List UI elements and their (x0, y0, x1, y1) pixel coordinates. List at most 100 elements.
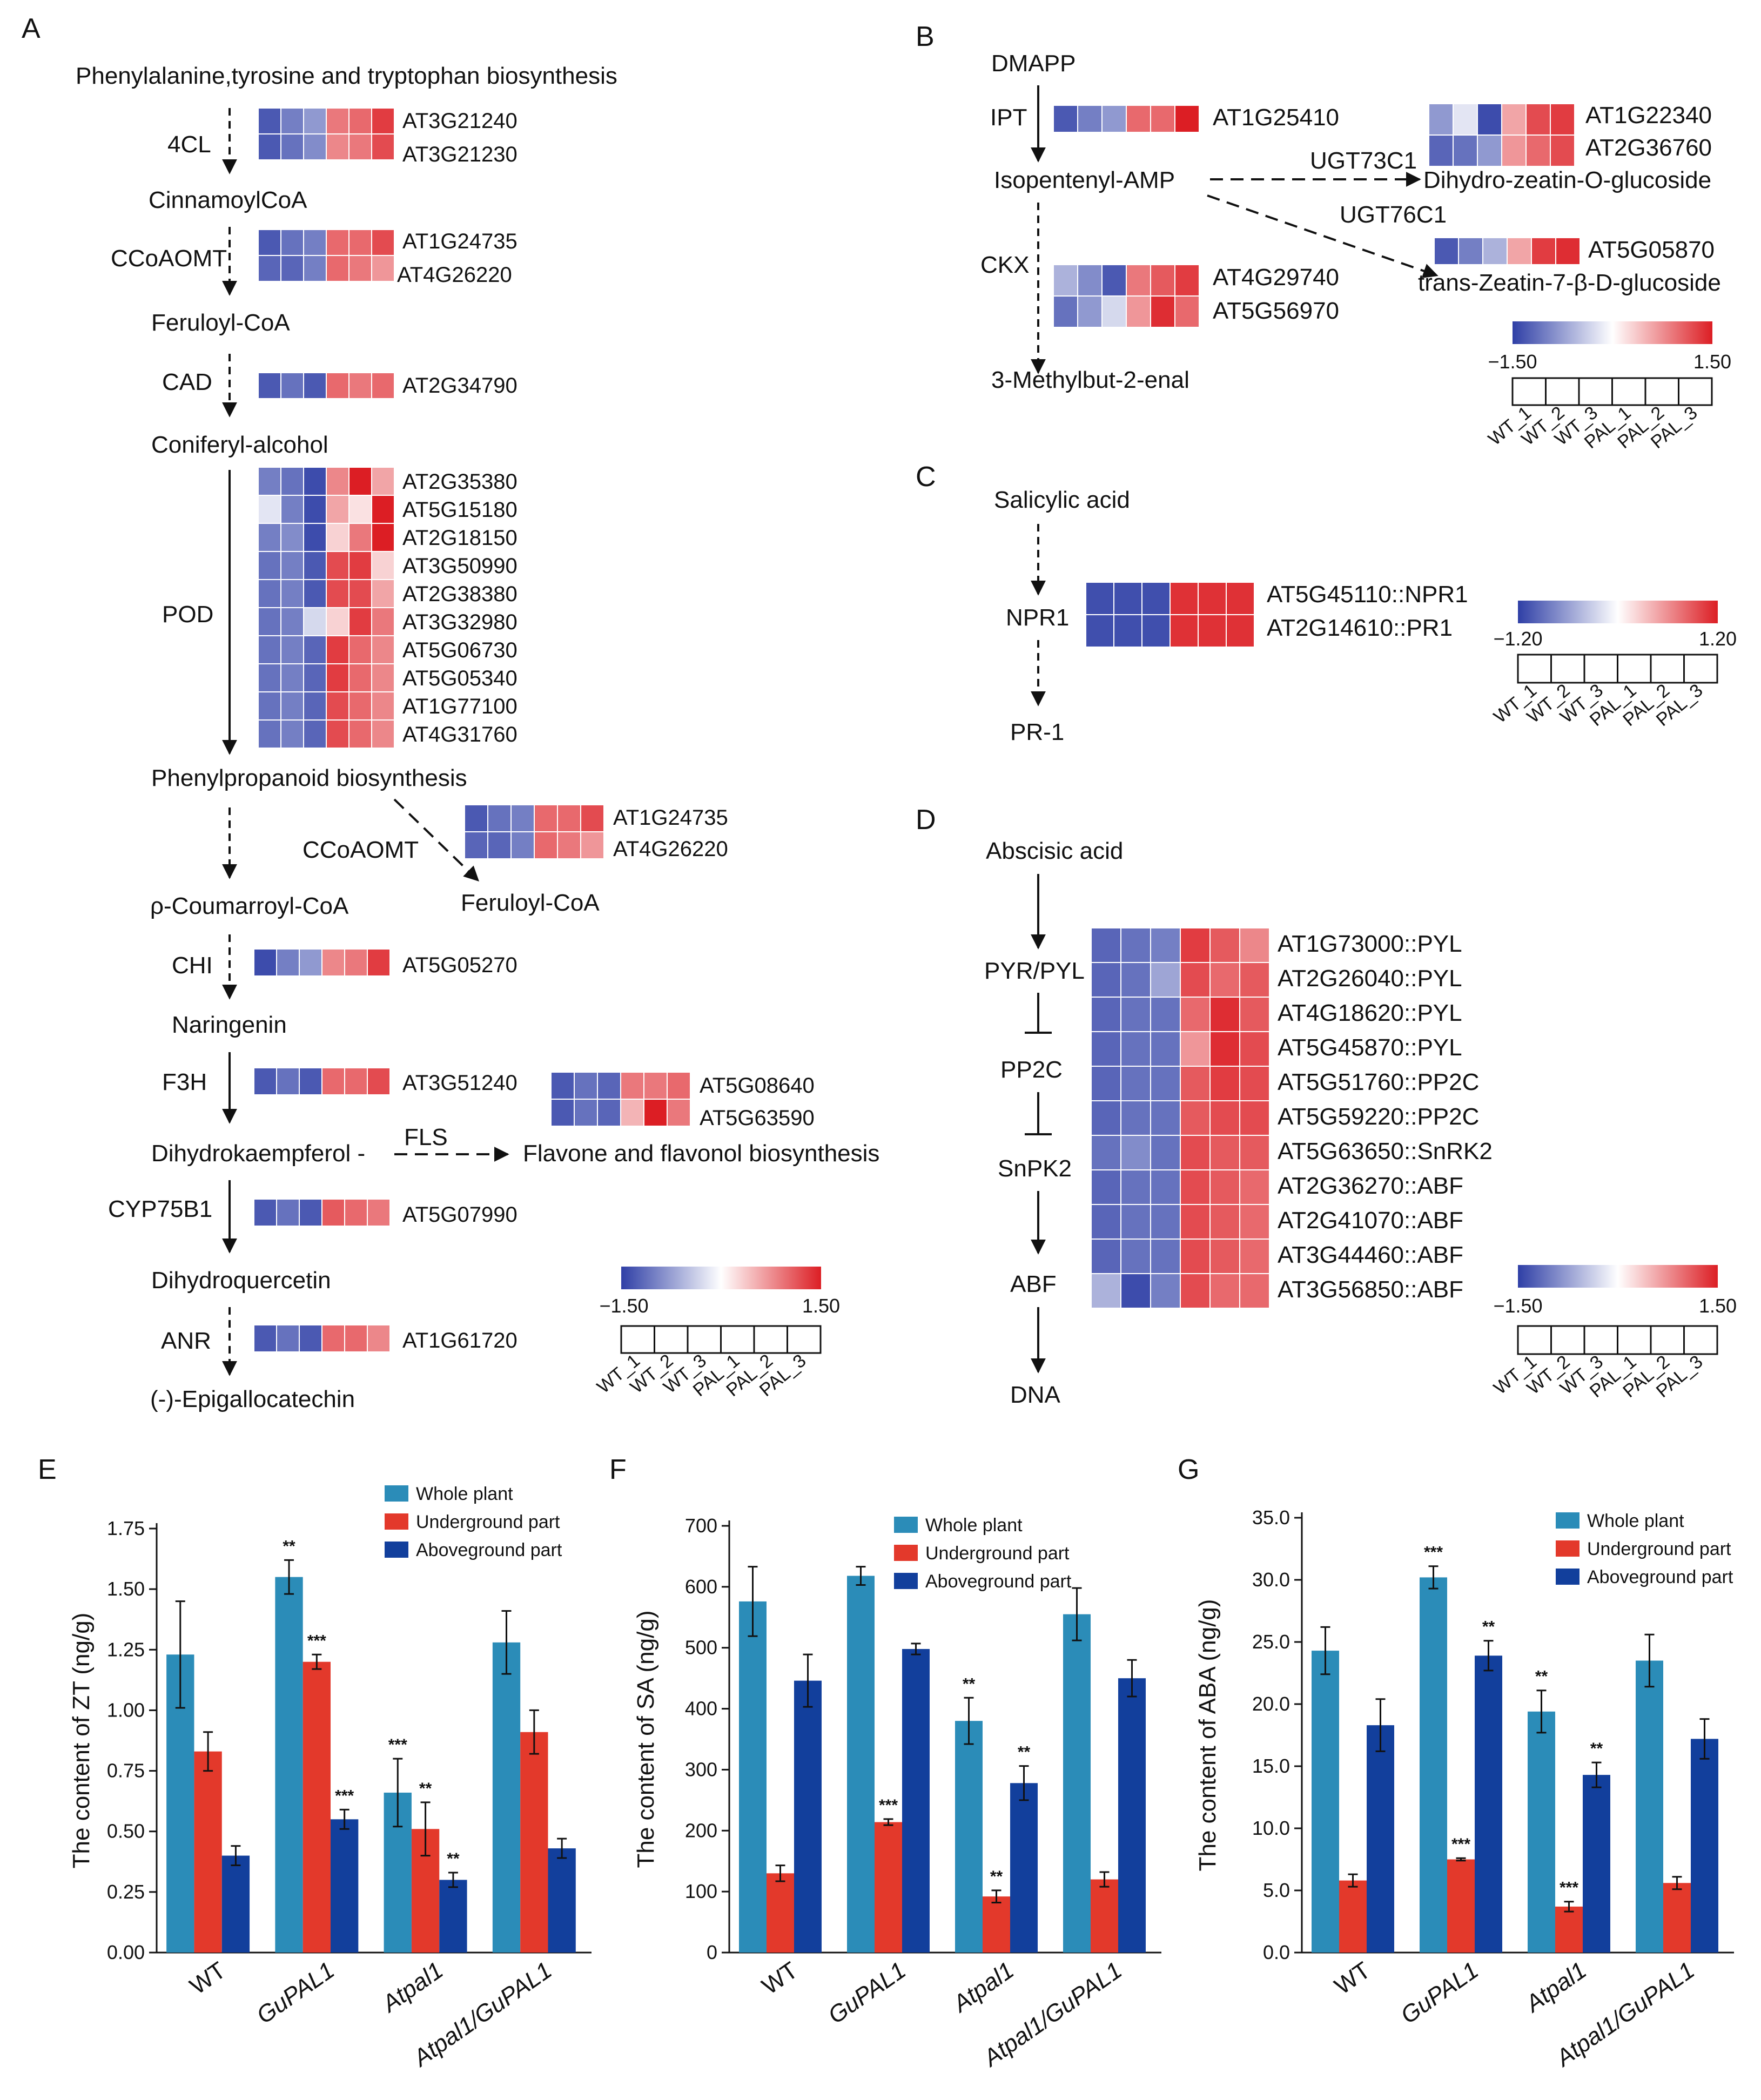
heatmap-cell (371, 495, 395, 524)
heatmap-cell (1209, 997, 1240, 1032)
heatmap-cell (1501, 134, 1527, 167)
heatmap-cell (1091, 1031, 1121, 1067)
heatmap-cell (1085, 582, 1114, 615)
heatmap-ccoaomt (258, 229, 395, 282)
heatmap-cell (258, 691, 281, 721)
bar (983, 1896, 1010, 1953)
sample-box (1683, 654, 1718, 684)
chart-g: G 0.0 5.0 10.0 15.0 20.0 25.0 30.0 35.0 The conte… (1178, 1454, 1734, 2072)
heatmap-cell (348, 579, 372, 608)
enzyme-4cl: 4CL (167, 131, 211, 158)
heatmap-cell (1453, 103, 1478, 136)
gene-label: AT1G25410 (1213, 104, 1339, 131)
heatmap-cell (258, 635, 281, 664)
heatmap-cell (1180, 927, 1211, 963)
legend-swatch (385, 1542, 408, 1558)
heatmap-cell (557, 831, 581, 859)
heatmap-cell (326, 551, 349, 580)
heatmap-cell (258, 372, 281, 399)
sample-box (1583, 1325, 1618, 1355)
legend-label: Aboveground part (416, 1540, 562, 1560)
x-tick-label: Atpal1 (376, 1957, 448, 2018)
heatmap-cell (1101, 295, 1127, 328)
sample-box (1617, 1325, 1652, 1355)
heatmap-cell (276, 1199, 300, 1227)
gene-label: AT2G36270::ABF (1278, 1173, 1463, 1199)
panel-label: G (1178, 1454, 1199, 1485)
heatmap-cell (371, 663, 395, 692)
node-pp2c: PP2C (1000, 1056, 1063, 1083)
heatmap-cell (464, 804, 488, 832)
heatmap-ipt (1053, 105, 1200, 133)
heatmap-cell (1180, 1135, 1211, 1170)
enzyme-ugt73c1: UGT73C1 (1310, 147, 1417, 174)
significance-mark: ** (1590, 1740, 1603, 1758)
colorbar-max: 1.50 (1693, 351, 1731, 373)
enzyme-f3h: F3H (162, 1069, 207, 1095)
panel-d-label: D (916, 804, 936, 836)
enzyme-chi: CHI (172, 952, 213, 979)
chart-f: F 0 100 200 300 400 500 600 700 The content of SA… (609, 1454, 1161, 2072)
heatmap-cell (280, 663, 304, 692)
heatmap-cell (1209, 1204, 1240, 1240)
heatmap-ugt73c1 (1428, 103, 1575, 167)
heatmap-cell (303, 579, 327, 608)
sample-box (787, 1325, 822, 1354)
bar (439, 1880, 467, 1953)
heatmap-cell (258, 255, 281, 282)
legend-swatch (1556, 1540, 1579, 1557)
heatmap-cell (303, 551, 327, 580)
heatmap-cell (344, 1324, 368, 1352)
node-abf: ABF (1010, 1271, 1057, 1297)
heatmap-cell (371, 523, 395, 552)
colorbar-min: −1.20 (1493, 628, 1542, 650)
heatmap-cell (1141, 614, 1171, 648)
gene-label: AT4G29740 (1213, 264, 1339, 291)
heatmap-cell (371, 691, 395, 721)
bar (902, 1648, 930, 1953)
gene-label: AT1G24735 (613, 806, 728, 830)
heatmap-cell (321, 948, 345, 977)
heatmap-cell (1091, 1273, 1121, 1309)
heatmap-cell (1477, 103, 1502, 136)
gene-label: AT2G38380 (402, 582, 517, 606)
bar (847, 1576, 875, 1953)
x-tick-label: WT (1330, 1957, 1375, 2000)
node-snpk2: SnPK2 (998, 1155, 1072, 1182)
sample-box (1678, 377, 1713, 406)
legend-label: Underground part (925, 1543, 1070, 1564)
gene-label: AT5G15180 (402, 498, 517, 522)
heatmap-cell (326, 579, 349, 608)
bar (194, 1751, 222, 1953)
heatmap-cell (1091, 997, 1121, 1032)
heatmap-cell (1555, 237, 1581, 265)
heatmap-cell (1150, 962, 1181, 998)
colorbar (621, 1267, 821, 1289)
bar (1663, 1883, 1691, 1953)
heatmap-cell (1150, 1031, 1181, 1067)
node-naringenin: Naringenin (172, 1012, 287, 1038)
bar (1691, 1739, 1718, 1953)
heatmap-cell (1150, 1135, 1181, 1170)
heatmap-cell (1180, 962, 1211, 998)
heatmap-cell (1180, 1100, 1211, 1136)
significance-mark: ** (963, 1675, 976, 1693)
bar (955, 1721, 983, 1953)
panel-label: E (38, 1454, 57, 1485)
y-tick-label: 600 (685, 1576, 717, 1598)
heatmap-cell (258, 133, 281, 160)
heatmap-cell (620, 1072, 644, 1100)
heatmap-cell (1239, 1239, 1270, 1274)
y-axis-label: The content of ZT (ng/g) (68, 1613, 95, 1869)
bar (1367, 1725, 1394, 1953)
y-tick-label: 500 (685, 1637, 717, 1659)
significance-mark: *** (1560, 1879, 1578, 1897)
bar (1091, 1879, 1118, 1953)
heatmap-cell (303, 635, 327, 664)
enzyme-fls: FLS (404, 1124, 448, 1150)
bar (1339, 1880, 1367, 1953)
heatmap-cell (1239, 1031, 1270, 1067)
